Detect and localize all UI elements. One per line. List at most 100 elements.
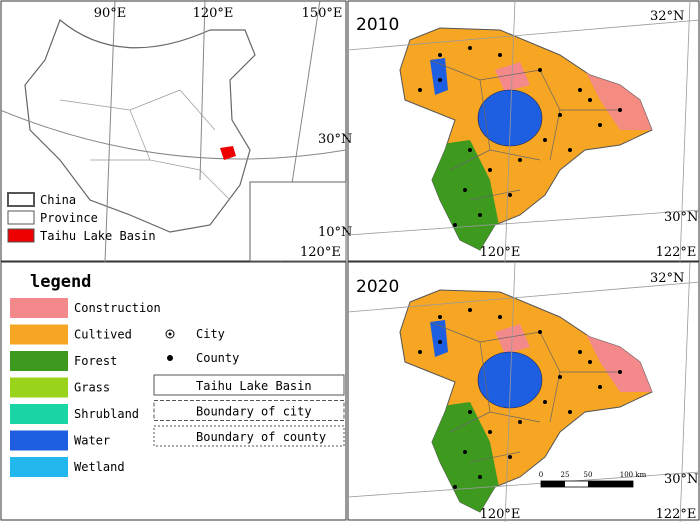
county-boundaries [429, 59, 620, 201]
legend-swatch [10, 298, 68, 318]
county-point [438, 315, 442, 319]
taihu-lake [477, 351, 543, 409]
county-point [578, 350, 582, 354]
county-symbol [167, 355, 173, 361]
city-symbol [168, 332, 172, 336]
county-point [508, 455, 512, 459]
county-point [478, 213, 482, 217]
county-point [578, 88, 582, 92]
panel-frame [347, 0, 700, 262]
county-point [463, 450, 467, 454]
county-point [518, 158, 522, 162]
county-point [543, 138, 547, 142]
map-year: 2010 [356, 15, 399, 35]
legend-label: Taihu Lake Basin [40, 229, 156, 243]
lon-label: 120°E [480, 507, 521, 522]
legend-swatch [7, 228, 35, 243]
boundary-symbol [153, 374, 345, 396]
legend-label: Cultived [74, 328, 132, 342]
water-area [430, 58, 448, 95]
county-point [508, 193, 512, 197]
city-symbol [165, 329, 175, 339]
legend-label: Forest [74, 354, 117, 368]
county-point [558, 375, 562, 379]
legend-swatch [10, 404, 68, 424]
construction-area [495, 62, 530, 92]
county-point [438, 53, 442, 57]
legend-label: Boundary of city [196, 405, 312, 419]
legend-swatch [10, 351, 68, 371]
county-point [568, 410, 572, 414]
legend-label: Grass [74, 381, 110, 395]
inset-label: 120°E [300, 245, 341, 260]
county-point [598, 123, 602, 127]
overview-map: 90°E 120°E 150°E 30°N 10°N 120°E [0, 0, 352, 263]
china-outline [24, 18, 256, 233]
scale-bar-fill [588, 481, 633, 487]
map-year: 2020 [356, 277, 399, 297]
legend-label: Province [40, 211, 98, 225]
legend-label: Wetland [74, 460, 125, 474]
taihu-lake [477, 89, 543, 147]
county-point [618, 370, 622, 374]
scale-label: 50 [584, 471, 593, 479]
county-point [618, 108, 622, 112]
county-point [438, 78, 442, 82]
county-point [498, 53, 502, 57]
legend-label: City [196, 327, 225, 341]
construction-area [495, 324, 530, 354]
lon-label: 120°E [480, 245, 521, 260]
graticule [347, 261, 700, 522]
graticule [347, 0, 700, 263]
county-point [468, 148, 472, 152]
county-point [598, 385, 602, 389]
inset-label: 10°N [318, 225, 352, 240]
legend-swatch [10, 377, 68, 398]
basin-location [220, 146, 236, 160]
province-lines [59, 89, 231, 201]
county-point [588, 360, 592, 364]
boundary-symbol [153, 425, 345, 447]
county-point [478, 475, 482, 479]
legend-label: County [196, 351, 239, 365]
land-use-map: 2010 32°N 30°N 120°E 122°E [347, 0, 700, 263]
panel-frame [0, 0, 347, 262]
graticule [0, 109, 347, 160]
county-point [488, 168, 492, 172]
county-point [463, 188, 467, 192]
county-point [543, 400, 547, 404]
legend-label: Taihu Lake Basin [196, 379, 312, 393]
county-point [453, 485, 457, 489]
lon-label: 120°E [193, 6, 234, 21]
county-point [468, 410, 472, 414]
county-point [488, 430, 492, 434]
county-boundaries [429, 321, 620, 463]
legend-swatch [7, 192, 35, 207]
county-point [588, 98, 592, 102]
lat-label: 32°N [650, 271, 684, 286]
legend-swatch [10, 324, 68, 345]
panel-frame [347, 261, 700, 521]
scale-label: 0 [539, 471, 543, 479]
county-point [498, 315, 502, 319]
lon-label: 150°E [302, 6, 343, 21]
lon-label: 122°E [656, 245, 697, 260]
boundary-symbol [153, 400, 345, 421]
legend-title: legend [30, 272, 91, 292]
panel-frame [0, 261, 347, 521]
legend-swatch [10, 457, 68, 477]
lat-label: 30°N [664, 472, 698, 487]
lat-label: 30°N [664, 210, 698, 225]
county-point [568, 148, 572, 152]
legend-label: China [40, 193, 76, 207]
lat-label: 32°N [650, 9, 684, 24]
county-point [438, 340, 442, 344]
land-use-map: 2020 32°N 30°N 120°E 122°E 0 25 50 100 km [347, 261, 700, 522]
county-point [538, 330, 542, 334]
legend-swatch [7, 210, 35, 225]
lon-label: 122°E [656, 507, 697, 522]
lat-label: 30°N [318, 132, 352, 147]
county-point [558, 113, 562, 117]
county-point [468, 308, 472, 312]
